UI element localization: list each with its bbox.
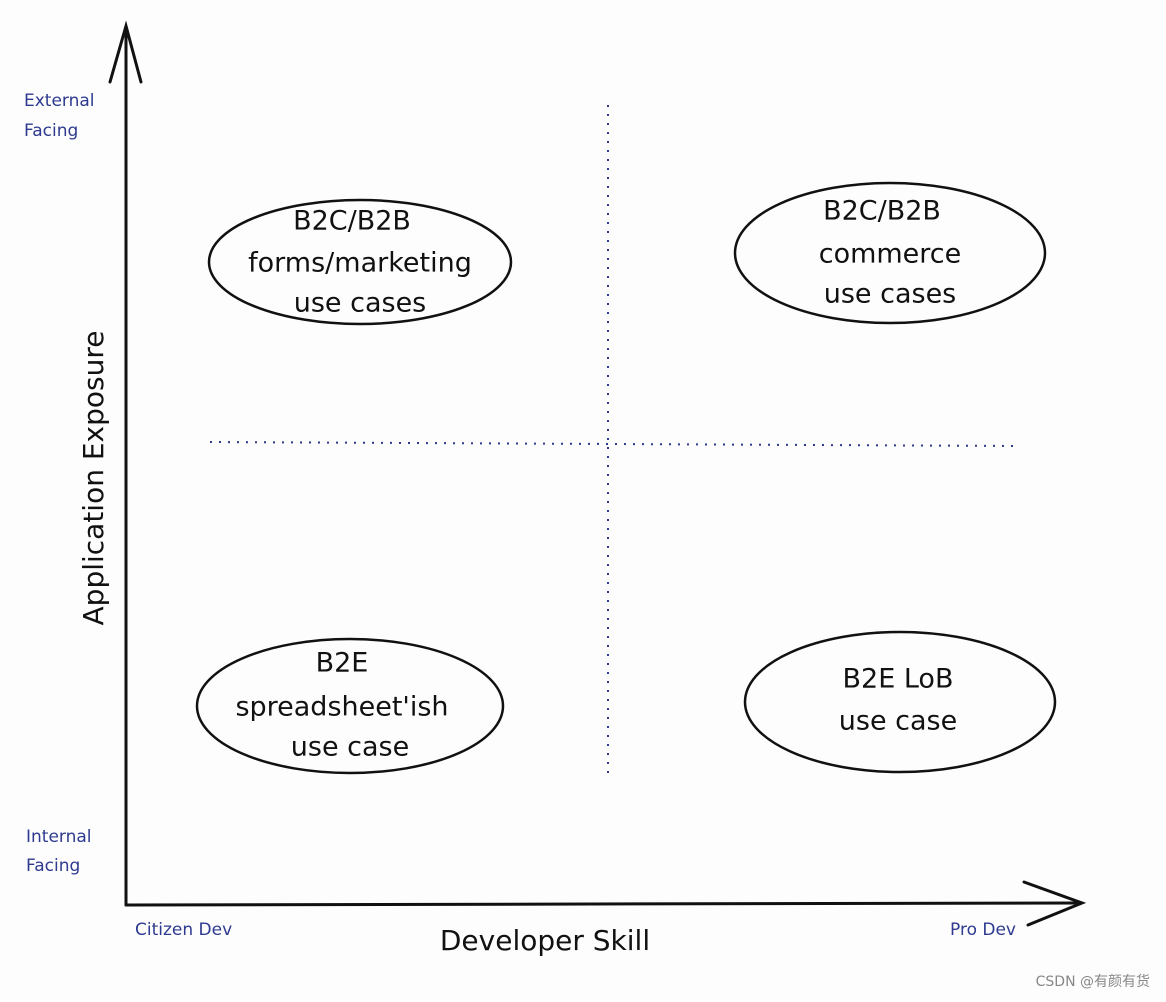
x-right-label: Pro Dev — [950, 920, 1016, 940]
y-axis-arrow — [108, 20, 143, 84]
x-left-label: Citizen Dev — [135, 920, 232, 940]
quadrant-text: B2C/B2B — [823, 196, 941, 227]
quadrant-text: forms/marketing — [248, 248, 472, 279]
quadrant-text: B2E LoB — [843, 664, 954, 695]
watermark: CSDN @有颜有货 — [1036, 973, 1150, 990]
quadrant-ellipse — [207, 198, 513, 326]
x-axis — [124, 901, 1082, 907]
quadrant-text: B2C/B2B — [293, 206, 411, 237]
y-bottom-label: Facing — [26, 856, 80, 876]
y-bottom-label: Internal — [26, 827, 92, 847]
quadrant-text: B2E — [316, 648, 369, 679]
quadrant-text: use cases — [824, 279, 957, 310]
y-top-label: Facing — [24, 121, 78, 141]
y-top-label: External — [24, 91, 95, 111]
quadrant-text: use case — [291, 732, 409, 763]
x-axis-label: Developer Skill — [440, 924, 650, 957]
quadrant-text: commerce — [819, 239, 962, 270]
quadrant-text: spreadsheet'ish — [235, 692, 448, 723]
quadrant-ellipse — [733, 181, 1047, 325]
quadrant-ellipse — [743, 630, 1057, 774]
x-axis-arrow — [1022, 880, 1087, 927]
quadrant-text: use case — [839, 706, 957, 737]
quadrant-ellipse — [195, 637, 505, 775]
quadrant-text: use cases — [294, 288, 427, 319]
y-axis-label: Application Exposure — [77, 331, 110, 626]
